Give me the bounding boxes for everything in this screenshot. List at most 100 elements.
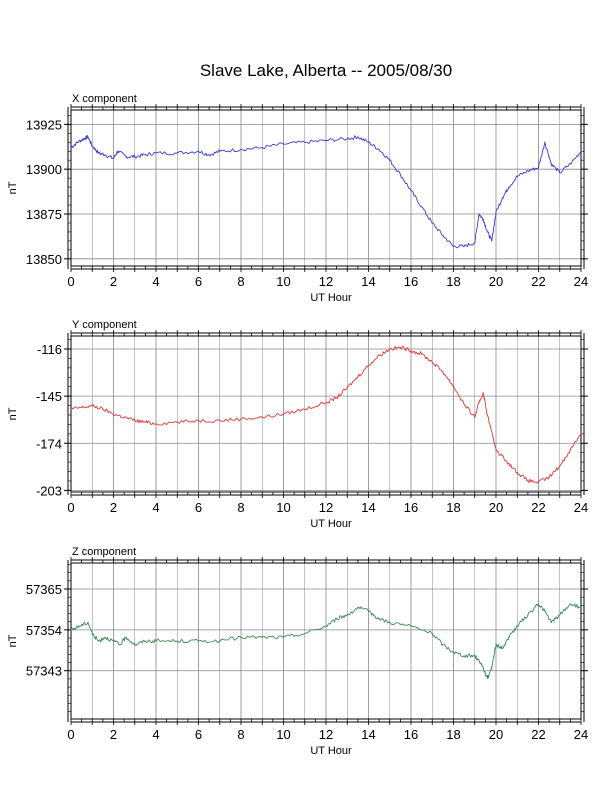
data-point [91,145,93,147]
x-tick-label: 12 [319,500,333,515]
data-point [144,154,146,156]
data-point [482,392,484,394]
y-tick-label: -116 [37,342,62,357]
data-point [482,218,484,220]
data-point [125,156,127,158]
x-tick-label: 18 [446,727,460,742]
y-tick-label: -145 [36,389,62,404]
data-point [569,449,571,451]
data-point [442,371,444,373]
data-point [155,152,157,154]
data-point [119,644,121,646]
data-point [197,150,200,152]
data-point [98,152,100,154]
data-point [208,154,210,156]
data-point [325,402,327,404]
data-point [304,141,306,143]
data-point [491,666,493,668]
data-point [346,138,348,140]
data-point [325,139,327,142]
data-point [219,150,221,152]
data-point [98,640,100,642]
data-point [87,621,89,624]
data-point [474,416,476,418]
data-point [76,141,78,143]
x-tick-label: 22 [531,274,545,289]
x-tick-label: 0 [67,274,74,289]
x-tick-label: 8 [237,500,244,515]
y-axis-label: nT [7,181,19,194]
data-point [240,636,242,638]
data-point [134,644,136,646]
data-point [304,632,306,635]
data-point [367,364,370,366]
y-tick-label: 57343 [26,664,62,679]
y-tick-label: -203 [36,483,62,498]
data-point [410,625,412,627]
data-point [378,354,380,357]
x-tick-label: 14 [361,727,375,742]
data-point [501,197,503,199]
x-tick-label: 16 [404,500,418,515]
data-point [421,353,423,355]
x-tick-label: 24 [574,274,588,289]
x-tick-label: 24 [574,727,588,742]
data-point [83,138,85,140]
series-line [70,603,582,679]
x-axis-label: UT Hour [310,292,352,304]
data-point [559,614,561,616]
data-point [144,640,146,642]
data-point [70,629,72,631]
data-point [91,405,93,407]
x-tick-label: 12 [319,274,333,289]
data-point [431,361,433,363]
y-tick-label: 13900 [26,162,62,177]
data-point [346,387,348,389]
data-point [537,481,540,483]
data-point [495,449,497,451]
data-point [544,610,546,612]
data-point [91,632,93,635]
data-point [486,677,489,679]
data-point [452,245,455,247]
data-point [70,408,72,410]
data-point [104,154,106,156]
data-point [304,408,306,410]
panel-title: Y component [72,319,137,331]
data-point [144,421,146,423]
data-point [112,157,115,160]
data-point [123,416,125,418]
x-tick-label: 0 [67,500,74,515]
data-point [155,423,157,425]
data-point [219,640,221,642]
data-point [580,432,582,435]
data-point [410,350,412,352]
data-point [104,636,106,638]
data-point [478,213,480,215]
data-point [544,141,546,143]
data-point [537,166,540,168]
data-point [282,143,285,145]
data-point [282,413,285,415]
data-point [389,621,391,624]
data-point [548,476,550,478]
data-point [486,231,489,233]
x-tick-label: 12 [319,727,333,742]
data-point [580,150,582,152]
x-axis-label: UT Hour [310,518,352,530]
data-point [78,625,81,627]
x-tick-label: 18 [446,500,460,515]
x-tick-label: 6 [195,274,202,289]
x-tick-label: 2 [110,500,117,515]
x-tick-label: 22 [531,727,545,742]
data-point [336,618,338,620]
data-point [478,402,480,404]
data-point [240,418,242,420]
data-point [452,385,455,387]
y-tick-label: -174 [36,436,62,451]
data-point [421,206,423,208]
data-point [155,640,157,642]
x-tick-label: 8 [237,727,244,742]
